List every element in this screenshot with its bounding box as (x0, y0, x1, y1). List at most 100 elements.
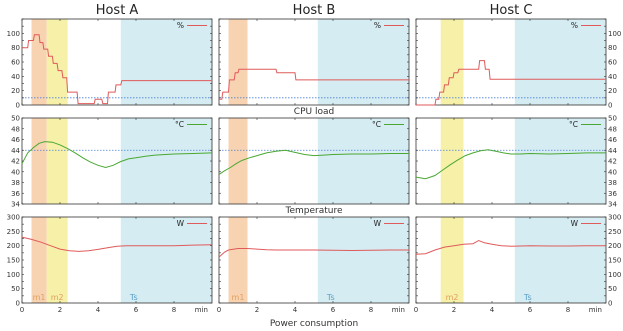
region-band (228, 19, 248, 105)
y-tick-label: 100 (7, 30, 20, 38)
region-band (120, 19, 212, 105)
x-unit-label: min (589, 306, 602, 314)
x-tick-label: 0 (414, 306, 418, 314)
y-tick-label: 60 (11, 59, 20, 67)
x-tick-label: 4 (293, 306, 298, 314)
series-line (22, 34, 212, 105)
x-tick-label: 6 (528, 306, 533, 314)
row-title: Temperature (284, 206, 342, 216)
y-tick-label: 100 (7, 271, 20, 279)
y-tick-label: 48 (11, 125, 20, 133)
region-label: m2 (51, 293, 64, 302)
y-tick-label: 0 (608, 102, 612, 110)
series-line (21, 236, 213, 252)
region-band (317, 19, 409, 105)
legend-label: °C (569, 120, 578, 129)
x-tick-label: 2 (58, 306, 62, 314)
y-tick-label: 50 (608, 115, 617, 123)
panel: % (218, 18, 410, 106)
legend-label: % (571, 21, 578, 30)
x-tick-label: 2 (452, 306, 456, 314)
x-tick-label: 0 (20, 306, 24, 314)
y-tick-label: 36 (11, 190, 20, 198)
region-label: m2 (446, 293, 459, 302)
row-title: CPU load (294, 107, 334, 117)
panel: °C (218, 117, 410, 205)
y-tick-label: 42 (11, 158, 20, 166)
series-line (21, 141, 213, 169)
region-band (228, 217, 248, 303)
region-label: Ts (326, 293, 335, 302)
y-tick-label: 44 (11, 147, 20, 155)
y-tick-label: 0 (16, 300, 20, 308)
region-band (317, 217, 409, 303)
legend-label: W (571, 219, 579, 228)
y-tick-label: 50 (11, 115, 20, 123)
y-tick-label: 40 (11, 168, 20, 176)
region-band (46, 217, 68, 303)
host-title: Host B (293, 3, 336, 18)
x-tick-label: 8 (369, 306, 373, 314)
series-line (219, 68, 409, 100)
panel: 0 20 40 60 80 100% (415, 18, 621, 110)
region-label: Ts (523, 293, 532, 302)
y-tick-label: 50 (608, 285, 617, 293)
y-tick-label: 40 (608, 168, 617, 176)
region-band (120, 217, 212, 303)
y-tick-label: 0 (608, 300, 612, 308)
region-band (46, 19, 68, 105)
x-tick-label: 8 (172, 306, 176, 314)
y-tick-label: 46 (11, 136, 20, 144)
legend-label: % (374, 21, 381, 30)
y-tick-label: 20 (608, 87, 617, 95)
host-title: Host A (96, 3, 139, 18)
region-band (440, 19, 464, 105)
y-tick-label: 250 (7, 228, 20, 236)
y-tick-label: 150 (608, 257, 621, 265)
region-band (514, 19, 606, 105)
y-tick-label: 300 (7, 214, 20, 222)
x-unit-label: min (392, 306, 405, 314)
series-line (415, 149, 606, 180)
series-line (416, 60, 606, 106)
y-tick-label: 300 (608, 214, 621, 222)
panel: m1 Ts 0 2 4 6 8 min W (217, 216, 410, 314)
y-tick-label: 34 (11, 201, 20, 209)
region-band (440, 217, 464, 303)
y-tick-label: 60 (608, 59, 617, 67)
legend-label: W (177, 219, 185, 228)
y-tick-label: 48 (608, 125, 617, 133)
legend-label: °C (175, 120, 184, 129)
region-band (120, 118, 212, 204)
y-tick-label: 150 (7, 257, 20, 265)
y-tick-label: 20 (11, 87, 20, 95)
y-tick-label: 0 (16, 102, 20, 110)
y-tick-label: 80 (608, 44, 617, 52)
panel: m2 Ts 0 50 100 150 200 250 300 0 2 4 6 8 min W (414, 214, 622, 315)
y-tick-label: 44 (608, 147, 617, 155)
region-label: Ts (129, 293, 138, 302)
x-tick-label: 4 (490, 306, 495, 314)
region-band (440, 118, 464, 204)
region-band (31, 217, 47, 303)
x-tick-label: 6 (331, 306, 336, 314)
x-unit-label: min (195, 306, 208, 314)
y-tick-label: 100 (608, 30, 621, 38)
y-tick-label: 42 (608, 158, 617, 166)
series-line (218, 149, 409, 175)
region-label: m1 (232, 293, 245, 302)
series-line (415, 239, 606, 255)
x-tick-label: 0 (217, 306, 221, 314)
y-tick-label: 100 (608, 271, 621, 279)
y-tick-label: 200 (7, 242, 20, 250)
y-tick-label: 50 (11, 285, 20, 293)
y-tick-label: 80 (11, 44, 20, 52)
y-tick-label: 40 (11, 73, 20, 81)
region-band (514, 118, 606, 204)
series-line (218, 248, 409, 258)
y-tick-label: 46 (608, 136, 617, 144)
legend-label: °C (372, 120, 381, 129)
region-band (31, 19, 47, 105)
y-tick-label: 36 (608, 190, 617, 198)
